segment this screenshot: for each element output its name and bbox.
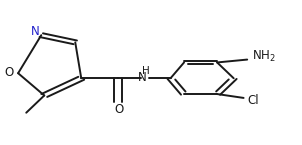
Text: N: N xyxy=(31,25,40,38)
Text: Cl: Cl xyxy=(247,94,259,107)
Text: NH$_2$: NH$_2$ xyxy=(252,49,275,64)
Text: O: O xyxy=(5,66,14,79)
Text: O: O xyxy=(114,103,123,116)
Text: H: H xyxy=(142,66,149,76)
Text: N: N xyxy=(138,71,147,84)
